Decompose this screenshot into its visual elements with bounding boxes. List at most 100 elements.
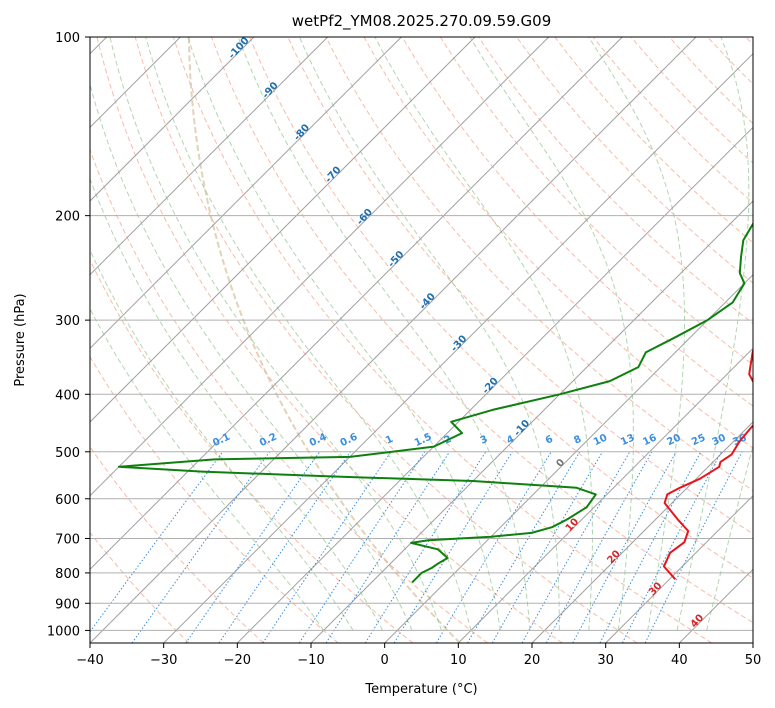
isotherm-line xyxy=(236,126,753,643)
dry-adiabat-bold xyxy=(187,37,461,643)
moist-adiabat-line xyxy=(298,37,560,631)
mixing-ratio-label: 6 xyxy=(544,434,555,447)
x-tick-label: −10 xyxy=(297,653,324,668)
dry-adiabat-line xyxy=(439,37,753,366)
moist-adiabat-line xyxy=(90,177,383,631)
moist-adiabat-line xyxy=(588,37,685,631)
mixing-ratio-line xyxy=(185,451,321,643)
y-axis-title: Pressure (hPa) xyxy=(13,293,28,386)
isotherm-line xyxy=(605,494,753,643)
mixing-ratio-label: 3 xyxy=(479,434,490,447)
mixing-ratio-lines xyxy=(90,451,743,643)
dry-adiabat-line xyxy=(401,37,753,407)
mixing-ratio-line xyxy=(90,451,224,633)
isotherm-line xyxy=(90,37,623,571)
x-tick-label: −30 xyxy=(150,653,177,668)
y-tick-label: 400 xyxy=(55,388,80,403)
moist-adiabat-line xyxy=(469,37,634,631)
dry-adiabat-line xyxy=(211,37,753,624)
mixing-ratio-label: 1 xyxy=(384,434,395,447)
dry-adiabat-line xyxy=(592,37,753,204)
x-tick-label: 30 xyxy=(597,653,614,668)
profile-series xyxy=(117,221,753,584)
isotherm-line xyxy=(163,52,753,643)
x-tick-label: 50 xyxy=(745,653,762,668)
isotherm-line xyxy=(90,37,329,276)
y-axis: 100 200 300 400 500 600 700 800 900 1000 xyxy=(47,31,90,639)
isotherm-line xyxy=(90,37,255,202)
chart-title: wetPf2_YM08.2025.270.09.59.G09 xyxy=(292,12,551,31)
dewpoint-line xyxy=(117,221,753,584)
isotherm-line xyxy=(90,37,402,350)
mixing-ratio-line xyxy=(218,451,351,643)
dry-adiabat-line xyxy=(134,37,638,643)
x-tick-label: 10 xyxy=(450,653,467,668)
temperature-line xyxy=(662,347,753,580)
dry-adiabat-line xyxy=(90,148,488,643)
moist-adiabat-line xyxy=(374,37,593,631)
y-tick-label: 100 xyxy=(55,31,80,46)
isotherm-line xyxy=(531,421,753,643)
moist-adiabat-line xyxy=(706,443,753,631)
y-tick-label: 200 xyxy=(55,210,80,225)
dry-adiabat-line xyxy=(90,355,339,643)
y-tick-label: 1000 xyxy=(47,624,80,639)
y-tick-label: 800 xyxy=(55,567,80,582)
y-tick-label: 700 xyxy=(55,533,80,548)
mixing-ratio-label: 20 xyxy=(665,432,682,448)
mixing-ratio-line xyxy=(325,451,451,643)
moist-adiabat-line xyxy=(90,307,325,631)
moist-adiabat-line xyxy=(237,37,531,631)
mixing-ratio-label: 16 xyxy=(641,432,658,448)
dry-adiabat-line xyxy=(172,37,712,643)
isotherm-line xyxy=(90,37,550,497)
mixing-ratio-line xyxy=(644,451,743,643)
x-axis-title: Temperature (°C) xyxy=(364,682,477,697)
moist-adiabat-line xyxy=(187,37,501,631)
isotherm-line xyxy=(90,37,697,643)
y-tick-label: 900 xyxy=(55,597,80,612)
mixing-ratio-label: 4 xyxy=(505,434,516,447)
dry-adiabat-line xyxy=(325,37,753,492)
moist-adiabat-line xyxy=(676,37,750,631)
mixing-ratio-label: 8 xyxy=(572,434,583,447)
isotherm-line xyxy=(384,273,753,643)
mixing-ratio-line xyxy=(545,451,653,643)
mixing-ratio-line xyxy=(298,451,426,643)
mixing-ratio-line xyxy=(572,451,677,643)
x-tick-label: −20 xyxy=(224,653,251,668)
dry-adiabat-line xyxy=(287,37,753,535)
mixing-ratio-line xyxy=(599,451,702,643)
mixing-ratio-line xyxy=(435,451,552,643)
moist-adiabat-line xyxy=(90,248,354,631)
dry-adiabat-line xyxy=(90,258,414,643)
mixing-ratio-line xyxy=(521,451,631,643)
mixing-ratio-label: 13 xyxy=(619,432,636,448)
dry-adiabat-line xyxy=(96,37,563,643)
x-tick-label: 40 xyxy=(671,653,688,668)
x-axis: −40 −30 −20 −10 0 10 20 30 40 50 xyxy=(76,643,761,668)
y-tick-label: 300 xyxy=(55,314,80,329)
dry-adiabat-line xyxy=(478,37,753,325)
x-tick-label: −40 xyxy=(76,653,103,668)
y-tick-label: 500 xyxy=(55,446,80,461)
moist-adiabat-line xyxy=(90,82,413,631)
plot-frame xyxy=(89,36,754,644)
dry-adiabat-line xyxy=(249,37,753,579)
isotherms xyxy=(90,37,753,643)
x-tick-label: 20 xyxy=(524,653,541,668)
mixing-ratio-line xyxy=(364,451,487,643)
mixing-ratio-label: 30 xyxy=(710,432,727,448)
mixing-ratio-line xyxy=(621,451,722,643)
isotherm-line xyxy=(90,37,476,423)
mixing-ratio-line xyxy=(491,451,603,643)
mixing-ratio-line xyxy=(131,451,271,643)
dry-adiabat-line xyxy=(90,531,190,643)
isotherm-line xyxy=(457,347,753,643)
y-tick-label: 600 xyxy=(55,493,80,508)
mixing-ratio-label: 10 xyxy=(592,432,609,448)
x-tick-label: 0 xyxy=(381,653,389,668)
mixing-ratio-label: 25 xyxy=(690,432,707,448)
